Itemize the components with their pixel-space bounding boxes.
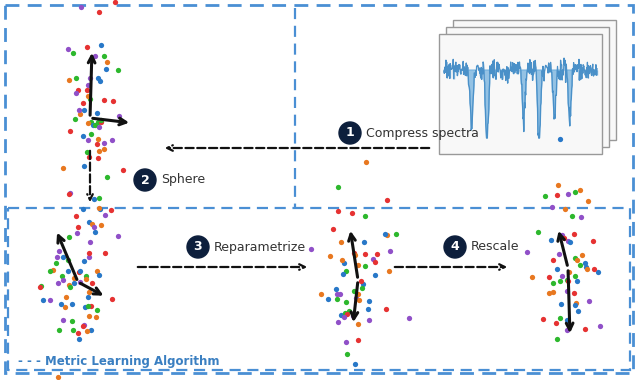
- Text: Sphere: Sphere: [161, 174, 205, 187]
- Text: 2: 2: [141, 174, 149, 187]
- Circle shape: [187, 236, 209, 258]
- FancyBboxPatch shape: [439, 34, 602, 154]
- Circle shape: [339, 122, 361, 144]
- Text: 1: 1: [346, 127, 355, 139]
- Text: 3: 3: [194, 241, 202, 253]
- Circle shape: [444, 236, 466, 258]
- Text: 4: 4: [451, 241, 460, 253]
- Text: Reparametrize: Reparametrize: [214, 241, 306, 253]
- Text: - - - Metric Learning Algorithm: - - - Metric Learning Algorithm: [18, 355, 220, 368]
- Circle shape: [134, 169, 156, 191]
- FancyBboxPatch shape: [453, 20, 616, 140]
- Text: Rescale: Rescale: [471, 241, 520, 253]
- Text: Compress spectra: Compress spectra: [366, 127, 479, 139]
- Bar: [8, 208, 630, 370]
- FancyBboxPatch shape: [446, 27, 609, 147]
